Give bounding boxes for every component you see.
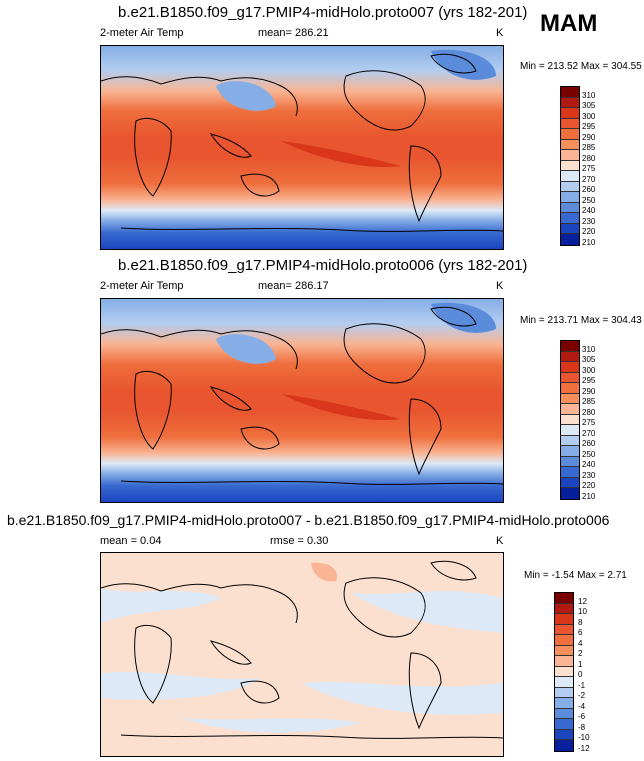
panel1-level-label: 275 xyxy=(582,164,596,173)
panel1-level-label: 240 xyxy=(582,206,596,215)
panel1-mean: mean= 286.21 xyxy=(258,27,329,39)
panel3-level-label: 1 xyxy=(578,660,583,669)
panel2-level-label: 260 xyxy=(582,439,596,448)
panel3-units: K xyxy=(496,535,504,547)
panel2-level-label: 285 xyxy=(582,397,596,406)
panel2-level-label: 280 xyxy=(582,408,596,417)
panel1-temperature-field xyxy=(101,46,503,249)
panel2-level-label: 290 xyxy=(582,387,596,396)
panel3-level-label: 4 xyxy=(578,639,583,648)
panel1-level-label: 305 xyxy=(582,101,596,110)
panel2-level-label: 310 xyxy=(582,345,596,354)
panel1-level-label: 295 xyxy=(582,122,596,131)
panel1-level-label: 270 xyxy=(582,175,596,184)
panel1-colorbar xyxy=(560,86,580,246)
panel3-title: b.e21.B1850.f09_g17.PMIP4-midHolo.proto0… xyxy=(7,512,610,528)
panel1-map xyxy=(100,45,504,250)
panel3-difference-field xyxy=(101,553,503,756)
panel3-mean: mean = 0.04 xyxy=(100,535,162,547)
panel3-level-label: 8 xyxy=(578,618,583,627)
panel2-map xyxy=(100,298,504,503)
panel2-variable: 2-meter Air Temp xyxy=(100,280,184,292)
panel1-level-label: 260 xyxy=(582,185,596,194)
panel1-level-label: 250 xyxy=(582,196,596,205)
panel3-level-label: -1 xyxy=(578,681,586,690)
panel2-colorbar xyxy=(560,340,580,500)
panel3-level-label: -6 xyxy=(578,712,586,721)
panel3-level-label: 10 xyxy=(578,607,587,616)
panel3-level-label: -10 xyxy=(578,733,590,742)
panel1-level-label: 220 xyxy=(582,227,596,236)
panel2-level-label: 270 xyxy=(582,429,596,438)
panel2-level-label: 275 xyxy=(582,418,596,427)
panel2-level-label: 305 xyxy=(582,355,596,364)
panel2-level-label: 220 xyxy=(582,481,596,490)
panel1-level-label: 300 xyxy=(582,112,596,121)
panel2-level-label: 230 xyxy=(582,471,596,480)
panel3-level-label: -4 xyxy=(578,702,586,711)
panel1-level-label: 210 xyxy=(582,238,596,247)
panel2-level-label: 240 xyxy=(582,460,596,469)
panel2-level-label: 300 xyxy=(582,366,596,375)
panel3-colorbar xyxy=(554,592,574,752)
panel1-units: K xyxy=(496,27,504,39)
panel2-level-label: 210 xyxy=(582,492,596,501)
panel3-level-label: -2 xyxy=(578,691,586,700)
panel3-map xyxy=(100,552,504,757)
panel2-mean: mean= 286.17 xyxy=(258,280,329,292)
panel2-level-label: 295 xyxy=(582,376,596,385)
panel3-level-label: 12 xyxy=(578,597,587,606)
panel2-title: b.e21.B1850.f09_g17.PMIP4-midHolo.proto0… xyxy=(118,257,528,274)
panel2-minmax: Min = 213.71 Max = 304.43 xyxy=(520,315,642,326)
panel3-level-label: 2 xyxy=(578,649,583,658)
panel1-level-label: 280 xyxy=(582,154,596,163)
panel2-temperature-field xyxy=(101,299,503,502)
panel3-minmax: Min = -1.54 Max = 2.71 xyxy=(524,570,627,581)
panel2-units: K xyxy=(496,280,504,292)
panel1-level-label: 290 xyxy=(582,133,596,142)
panel2-level-label: 250 xyxy=(582,450,596,459)
panel1-title: b.e21.B1850.f09_g17.PMIP4-midHolo.proto0… xyxy=(118,4,528,21)
season-label: MAM xyxy=(540,10,598,37)
panel3-rmse: rmse = 0.30 xyxy=(270,535,329,547)
panel1-level-label: 230 xyxy=(582,217,596,226)
panel1-variable: 2-meter Air Temp xyxy=(100,27,184,39)
panel1-level-label: 310 xyxy=(582,91,596,100)
panel3-level-label: -12 xyxy=(578,744,590,753)
panel3-level-label: -8 xyxy=(578,723,586,732)
panel1-minmax: Min = 213.52 Max = 304.55 xyxy=(520,61,642,72)
panel3-level-label: 6 xyxy=(578,628,583,637)
panel3-level-label: 0 xyxy=(578,670,583,679)
panel1-level-label: 285 xyxy=(582,143,596,152)
